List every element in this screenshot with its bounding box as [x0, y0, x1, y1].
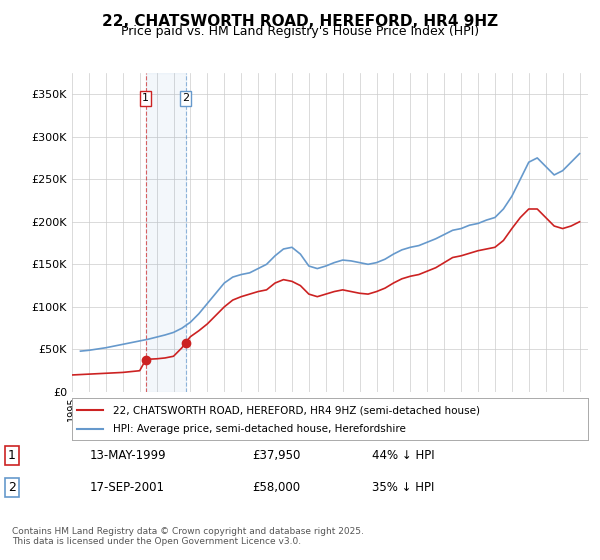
Text: 2: 2: [8, 481, 16, 494]
Bar: [146, 73, 185, 392]
Text: 22, CHATSWORTH ROAD, HEREFORD, HR4 9HZ: 22, CHATSWORTH ROAD, HEREFORD, HR4 9HZ: [102, 14, 498, 29]
Text: HPI: Average price, semi-detached house, Herefordshire: HPI: Average price, semi-detached house,…: [113, 424, 406, 434]
Text: 1: 1: [142, 94, 149, 104]
Text: 1: 1: [8, 449, 16, 462]
Text: Price paid vs. HM Land Registry's House Price Index (HPI): Price paid vs. HM Land Registry's House …: [121, 25, 479, 38]
Text: £58,000: £58,000: [252, 481, 300, 494]
Text: £37,950: £37,950: [252, 449, 301, 462]
Text: Contains HM Land Registry data © Crown copyright and database right 2025.
This d: Contains HM Land Registry data © Crown c…: [12, 526, 364, 546]
Text: 2: 2: [182, 94, 189, 104]
Text: 44% ↓ HPI: 44% ↓ HPI: [372, 449, 434, 462]
Text: 13-MAY-1999: 13-MAY-1999: [90, 449, 167, 462]
Text: 17-SEP-2001: 17-SEP-2001: [90, 481, 165, 494]
Text: 35% ↓ HPI: 35% ↓ HPI: [372, 481, 434, 494]
Text: 22, CHATSWORTH ROAD, HEREFORD, HR4 9HZ (semi-detached house): 22, CHATSWORTH ROAD, HEREFORD, HR4 9HZ (…: [113, 405, 480, 415]
